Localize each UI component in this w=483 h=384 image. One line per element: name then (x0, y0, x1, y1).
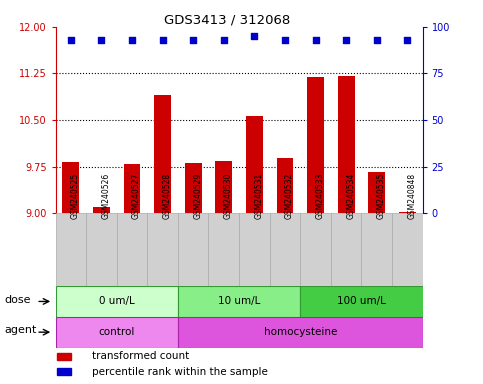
Text: GSM240532: GSM240532 (285, 173, 294, 219)
Bar (300, 213, 331, 286)
Text: GSM240527: GSM240527 (132, 173, 141, 219)
Point (281, 37, 289, 43)
Point (342, 37, 350, 43)
Text: GSM240530: GSM240530 (224, 172, 233, 219)
Bar (246, 116, 263, 213)
Bar (307, 77, 324, 213)
Text: transformed count: transformed count (92, 351, 189, 361)
Text: GSM240526: GSM240526 (101, 173, 111, 219)
Point (98, 37, 105, 43)
Bar (361, 213, 392, 286)
Point (189, 37, 197, 43)
Text: 100 um/L: 100 um/L (337, 296, 386, 306)
Bar (57, 353, 71, 360)
Text: percentile rank within the sample: percentile rank within the sample (92, 367, 268, 377)
Text: GSM240534: GSM240534 (346, 172, 355, 219)
Text: GSM240528: GSM240528 (163, 173, 171, 219)
Bar (56, 317, 178, 348)
Bar (369, 172, 385, 213)
Bar (56, 213, 86, 286)
Bar (86, 213, 117, 286)
Point (67, 37, 75, 43)
Bar (239, 213, 270, 286)
Bar (215, 161, 232, 213)
Bar (331, 213, 361, 286)
Bar (399, 212, 416, 213)
Bar (392, 213, 423, 286)
Text: GSM240531: GSM240531 (255, 173, 263, 219)
Bar (277, 158, 293, 213)
Text: GSM240529: GSM240529 (193, 173, 202, 219)
Text: GSM240848: GSM240848 (407, 173, 416, 219)
Text: 0 um/L: 0 um/L (99, 296, 135, 306)
Bar (178, 286, 300, 317)
Bar (124, 164, 141, 213)
Bar (185, 163, 201, 213)
Point (373, 37, 381, 43)
Point (251, 33, 258, 39)
Bar (178, 317, 423, 348)
Text: dose: dose (5, 295, 31, 305)
Bar (93, 207, 110, 213)
Point (312, 37, 319, 43)
Bar (178, 213, 209, 286)
Bar (56, 286, 178, 317)
Point (220, 37, 227, 43)
Point (403, 37, 411, 43)
Text: agent: agent (5, 325, 37, 335)
Text: GSM240535: GSM240535 (377, 172, 386, 219)
Text: control: control (99, 327, 135, 337)
Bar (57, 369, 71, 376)
Bar (154, 95, 171, 213)
Bar (147, 213, 178, 286)
Text: GDS3413 / 312068: GDS3413 / 312068 (164, 13, 290, 26)
Bar (338, 76, 355, 213)
Text: GSM240533: GSM240533 (315, 172, 325, 219)
Text: homocysteine: homocysteine (264, 327, 337, 337)
Bar (62, 162, 79, 213)
Bar (209, 213, 239, 286)
Bar (300, 286, 423, 317)
Text: GSM240525: GSM240525 (71, 173, 80, 219)
Point (159, 37, 167, 43)
Bar (117, 213, 147, 286)
Bar (270, 213, 300, 286)
Point (128, 37, 136, 43)
Text: 10 um/L: 10 um/L (218, 296, 260, 306)
